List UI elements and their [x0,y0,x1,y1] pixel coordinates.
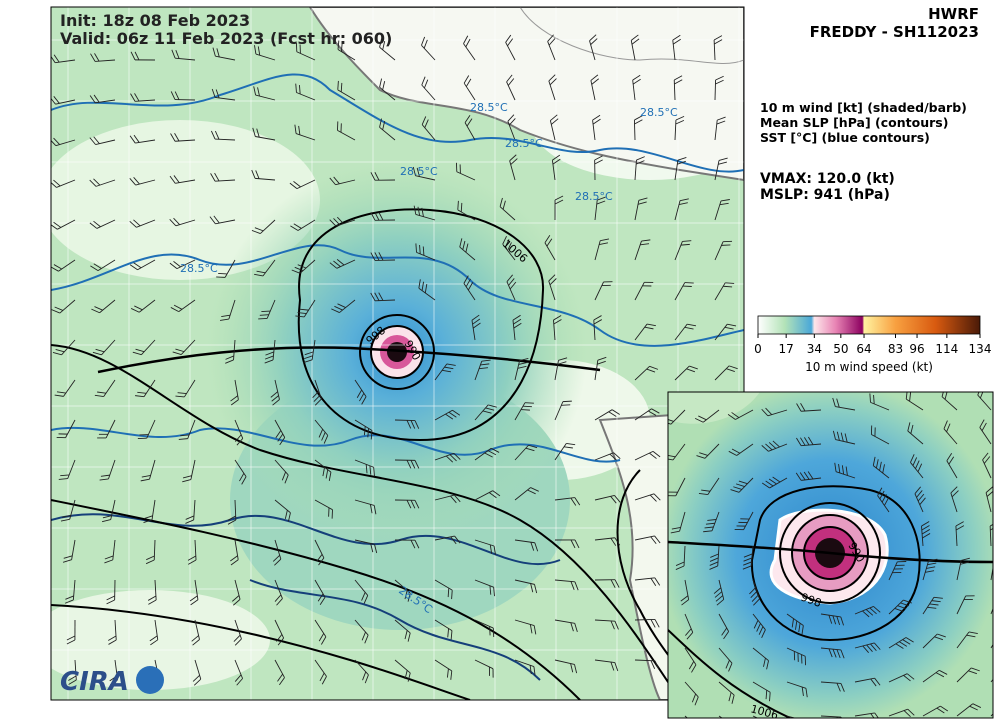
colorbar [758,316,980,334]
init-time: Init: 18z 08 Feb 2023 [60,11,250,30]
colorbar-ticks: 0 17 34 50 64 83 96 114 134 [754,334,991,356]
vmax: VMAX: 120.0 (kt) [760,171,895,187]
logo-text: CIRA [60,667,129,697]
sst-label: 28.5°C [505,137,543,150]
storm-name: FREDDY - SH112023 [810,23,979,41]
model-name: HWRF [928,5,979,23]
barb-staff [635,619,655,620]
colorbar-tick-label: 64 [856,342,871,356]
barb-staff [395,420,415,421]
colorbar-tick-label: 134 [969,342,992,356]
barb-flag [994,560,1000,565]
barb-flag [994,556,1000,561]
legend-line: Mean SLP [hPa] (contours) [760,115,948,130]
sst-label: 28.5°C [640,106,678,119]
sst-label: 28.5°C [400,165,438,178]
barb-staff [634,120,635,140]
inset-map: 990 998 1006 [662,387,1000,722]
sst-label: 28.5°C [470,101,508,114]
colorbar-label: 10 m wind speed (kt) [805,360,933,374]
colorbar-tick-label: 17 [779,342,794,356]
colorbar-tick-label: 50 [833,342,848,356]
logo-icon [136,666,164,694]
colorbar-tick-label: 114 [935,342,958,356]
logo: CIRA [60,666,164,697]
sst-label: 28.5°C [180,262,218,275]
colorbar-tick-label: 83 [888,342,903,356]
valid-time: Valid: 06z 11 Feb 2023 (Fcst hr: 060) [60,29,392,48]
main-map: 28.5°C 28.5°C 28.5°C 28.5°C 28.5°C 28.5°… [30,7,770,700]
mslp: MSLP: 941 (hPa) [760,187,890,203]
colorbar-tick-label: 34 [807,342,822,356]
legend-line: SST [°C] (blue contours) [760,130,930,145]
colorbar-tick-label: 96 [909,342,924,356]
sst-label: 28.5°C [575,190,613,203]
colorbar-tick-label: 0 [754,342,762,356]
barb-staff [715,80,716,100]
legend-line: 10 m wind [kt] (shaded/barb) [760,100,967,115]
